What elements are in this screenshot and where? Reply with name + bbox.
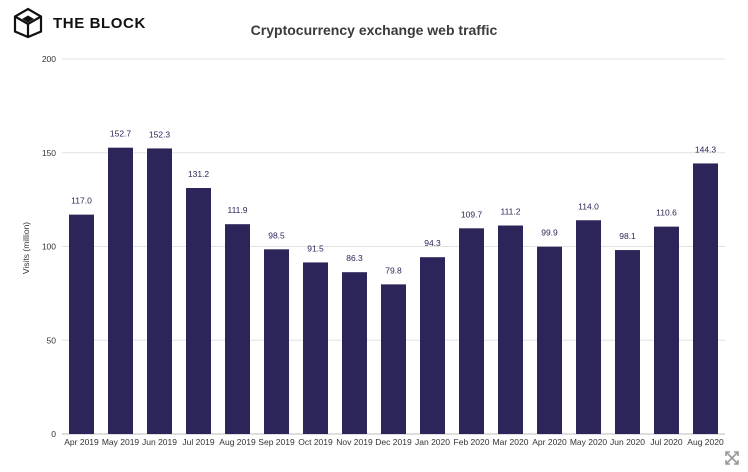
data-label: 111.9 (227, 205, 247, 215)
y-axis-label: Visits (million) (21, 222, 31, 274)
x-tick-label: May 2020 (570, 437, 608, 447)
bar[interactable] (654, 226, 679, 434)
bar[interactable] (69, 214, 94, 434)
data-label: 111.2 (500, 207, 520, 217)
x-tick-label: Jul 2019 (182, 437, 214, 447)
data-label: 144.3 (695, 144, 717, 154)
data-label: 94.3 (424, 238, 441, 248)
chart-title: Cryptocurrency exchange web traffic (250, 22, 498, 38)
data-label: 117.0 (71, 196, 92, 206)
bar[interactable] (615, 250, 640, 434)
data-label: 98.1 (619, 231, 636, 241)
bar[interactable] (264, 249, 289, 434)
bar[interactable] (537, 246, 562, 434)
data-label: 152.3 (149, 129, 171, 139)
bar[interactable] (147, 148, 172, 434)
data-label: 86.3 (346, 253, 363, 263)
x-tick-label: Oct 2019 (298, 437, 333, 447)
x-tick-label: Jun 2020 (610, 437, 645, 447)
bar[interactable] (459, 228, 484, 434)
data-label: 110.6 (656, 208, 677, 218)
x-tick-label: Feb 2020 (454, 437, 490, 447)
bar[interactable] (576, 220, 601, 434)
x-tick-label: Aug 2020 (687, 437, 724, 447)
x-tick-label: Aug 2019 (219, 437, 256, 447)
data-label: 99.9 (541, 228, 558, 238)
x-tick-label: Dec 2019 (375, 437, 412, 447)
data-label: 114.0 (578, 201, 599, 211)
data-label: 131.2 (188, 169, 210, 179)
bar[interactable] (186, 188, 211, 434)
x-tick-label: Jan 2020 (415, 437, 450, 447)
brand-name: THE BLOCK (53, 14, 146, 32)
data-label: 109.7 (461, 209, 483, 219)
x-tick-label: Apr 2020 (532, 437, 567, 447)
bar[interactable] (108, 147, 133, 434)
x-tick-label: May 2019 (102, 437, 140, 447)
cube-logo-icon (13, 7, 43, 39)
data-label: 152.7 (110, 129, 132, 139)
bar[interactable] (693, 163, 718, 434)
y-tick-label: 200 (42, 54, 56, 64)
y-tick-label: 150 (42, 148, 56, 158)
y-axis-ticks: 0 50 100 150 200 (42, 54, 56, 439)
bar[interactable] (498, 225, 523, 435)
bar[interactable] (225, 224, 250, 434)
x-tick-label: Nov 2019 (336, 437, 373, 447)
expand-icon[interactable] (724, 450, 740, 466)
data-label: 91.5 (307, 243, 324, 253)
bar[interactable] (381, 284, 406, 434)
x-tick-label: Jun 2019 (142, 437, 177, 447)
x-tick-label: Mar 2020 (493, 437, 529, 447)
x-tick-label: Sep 2019 (258, 437, 295, 447)
y-tick-label: 50 (47, 335, 57, 345)
x-tick-label: Jul 2020 (650, 437, 682, 447)
value-labels: 117.0 152.7 152.3 131.2 111.9 98.5 91.5 86.3 79.… (71, 129, 716, 276)
y-tick-label: 100 (42, 242, 56, 252)
bar[interactable] (303, 262, 328, 434)
data-label: 79.8 (385, 265, 402, 275)
y-tick-label: 0 (51, 429, 56, 439)
x-tick-label: Apr 2019 (64, 437, 99, 447)
bar[interactable] (342, 272, 367, 434)
bars (69, 147, 718, 435)
bar[interactable] (420, 257, 445, 434)
brand-header: THE BLOCK (12, 7, 146, 39)
x-axis-ticks: Apr 2019 May 2019 Jun 2019 Jul 2019 Aug 2019… (64, 437, 724, 447)
data-label: 98.5 (268, 230, 285, 240)
